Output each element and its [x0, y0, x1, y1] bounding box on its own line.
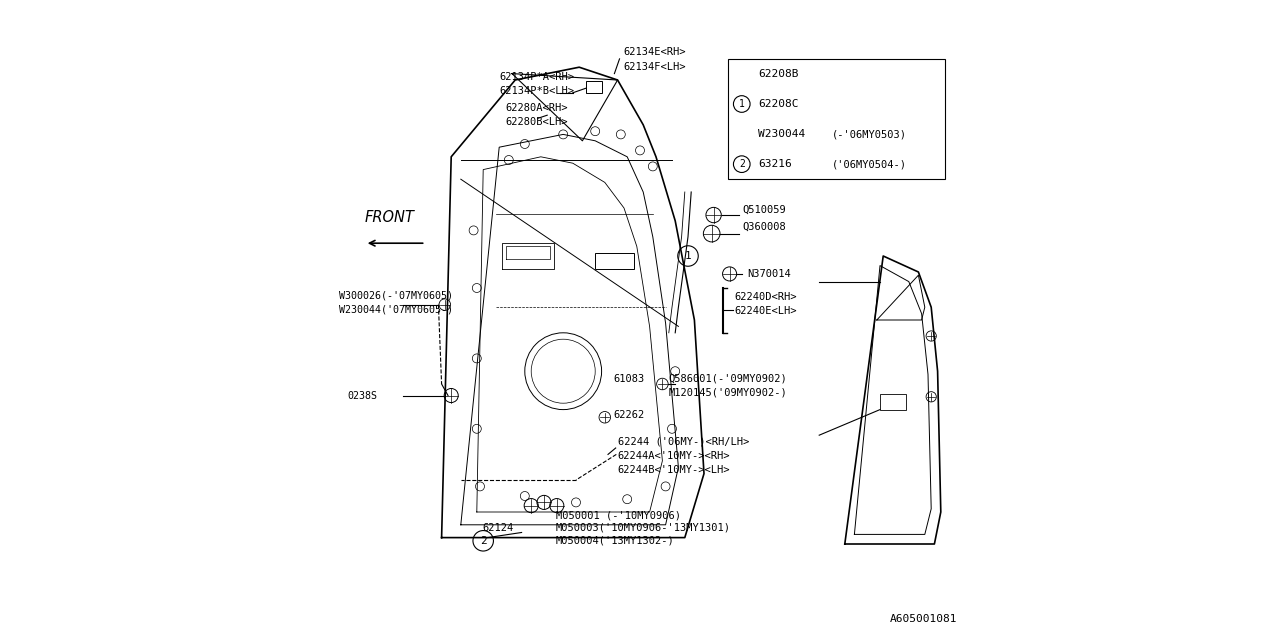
Text: 62280A<RH>: 62280A<RH>: [506, 102, 568, 113]
Text: M050004('13MY1302-): M050004('13MY1302-): [556, 536, 675, 546]
Text: 2: 2: [739, 159, 745, 169]
Text: 63216: 63216: [759, 159, 792, 169]
Text: 62262: 62262: [613, 410, 644, 420]
Text: 1: 1: [739, 99, 745, 109]
Text: Q360008: Q360008: [742, 222, 786, 232]
Text: 62134P*B<LH>: 62134P*B<LH>: [499, 86, 575, 96]
Text: 62134E<RH>: 62134E<RH>: [623, 47, 686, 58]
Text: Q586001(-'09MY0902): Q586001(-'09MY0902): [668, 374, 787, 384]
Text: M050003('10MY0906-'13MY1301): M050003('10MY0906-'13MY1301): [556, 523, 731, 533]
Text: 2: 2: [480, 536, 486, 546]
Text: 62124: 62124: [483, 523, 513, 533]
Text: N370014: N370014: [748, 269, 791, 279]
Text: FRONT: FRONT: [365, 211, 413, 225]
Text: 62280B<LH>: 62280B<LH>: [506, 116, 568, 127]
Text: (-'06MY0503): (-'06MY0503): [832, 129, 908, 139]
Text: 62134F<LH>: 62134F<LH>: [623, 62, 686, 72]
Text: Q510059: Q510059: [742, 205, 786, 215]
Polygon shape: [728, 59, 945, 179]
Text: 62244B<'10MY-><LH>: 62244B<'10MY-><LH>: [618, 465, 730, 475]
Text: 0238S: 0238S: [347, 390, 376, 401]
Text: ('06MY0504-): ('06MY0504-): [832, 159, 908, 169]
Text: 62208B: 62208B: [759, 69, 799, 79]
Text: M120145('09MY0902-): M120145('09MY0902-): [668, 388, 787, 398]
Text: A605001081: A605001081: [890, 614, 957, 624]
Text: W300026(-'07MY0605): W300026(-'07MY0605): [339, 291, 453, 301]
Text: 61083: 61083: [613, 374, 644, 384]
Text: 62240E<LH>: 62240E<LH>: [735, 306, 797, 316]
Text: 62244A<'10MY-><RH>: 62244A<'10MY-><RH>: [618, 451, 730, 461]
Text: 62240D<RH>: 62240D<RH>: [735, 292, 797, 302]
Text: W230044('07MY0605-): W230044('07MY0605-): [339, 305, 453, 315]
Text: 62208C: 62208C: [759, 99, 799, 109]
FancyBboxPatch shape: [881, 394, 906, 410]
Text: 62134P*A<RH>: 62134P*A<RH>: [499, 72, 575, 82]
FancyBboxPatch shape: [585, 81, 602, 93]
Text: W230044: W230044: [759, 129, 805, 139]
FancyBboxPatch shape: [595, 253, 634, 269]
Text: 1: 1: [685, 251, 691, 261]
Text: M050001 (-'10MY0906): M050001 (-'10MY0906): [556, 510, 681, 520]
Text: 62244 ('06MY-)<RH/LH>: 62244 ('06MY-)<RH/LH>: [618, 436, 749, 447]
